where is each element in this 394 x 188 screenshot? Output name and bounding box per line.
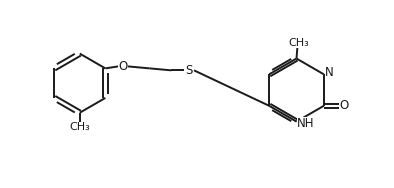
Text: CH₃: CH₃ — [69, 123, 90, 133]
Text: N: N — [325, 66, 334, 79]
Text: NH: NH — [297, 117, 314, 130]
Text: O: O — [119, 60, 128, 73]
Text: S: S — [186, 64, 193, 77]
Text: CH₃: CH₃ — [288, 38, 309, 48]
Text: O: O — [339, 99, 348, 112]
